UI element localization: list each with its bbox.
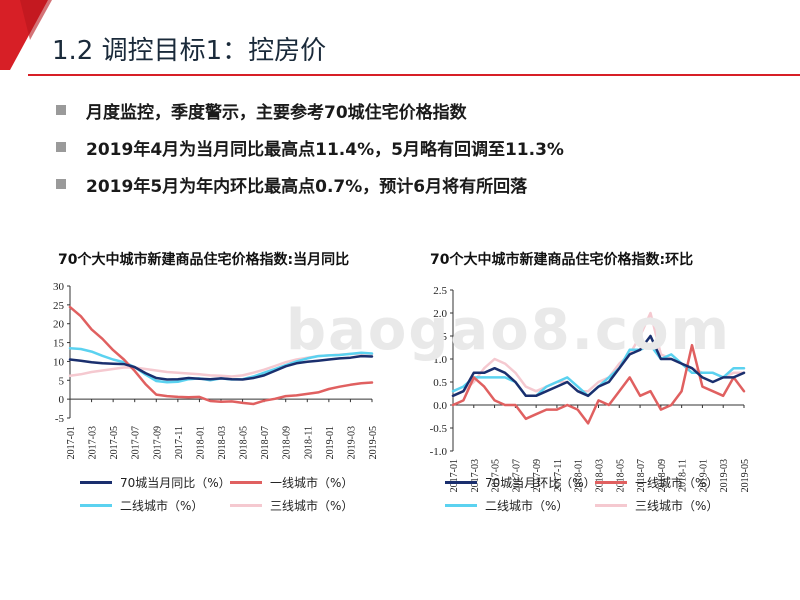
x-tick-label: 2018-09 (282, 426, 293, 459)
legend-swatch (595, 481, 627, 484)
bullet-text: 月度监控，季度警示，主要参考70城住宅价格指数 (86, 102, 467, 123)
x-tick-label: 2018-01 (574, 459, 585, 492)
y-tick-label: 20 (53, 319, 65, 331)
y-tick-label: 2.5 (433, 285, 447, 297)
x-tick-label: 2019-03 (346, 426, 357, 459)
x-tick-label: 2018-07 (260, 426, 271, 459)
x-tick-label: 2017-03 (88, 426, 99, 459)
y-tick-label: 5 (59, 375, 65, 387)
square-bullet-icon (56, 179, 66, 189)
bullet-item: 2019年4月为当月同比最高点11.4%，5月略有回调至11.3% (56, 137, 564, 160)
slide-title: 1.2 调控目标1：控房价 (52, 36, 327, 66)
x-tick-label: 2018-01 (195, 426, 206, 459)
legend-item: 三线城市（%） (230, 497, 353, 514)
legend-label: 二线城市（%） (120, 499, 204, 513)
x-tick-label: 2017-11 (553, 459, 564, 492)
x-tick-label: 2017-01 (449, 459, 460, 492)
corner-decoration (0, 0, 52, 70)
series-line (68, 354, 374, 381)
y-tick-label: 0.0 (433, 400, 447, 412)
y-tick-label: 0 (59, 394, 65, 406)
x-tick-label: 2017-09 (532, 459, 543, 492)
bullet-text: 2019年4月为当月同比最高点11.4%，5月略有回调至11.3% (86, 139, 564, 160)
chart-mom-title: 70个大中城市新建商品住宅价格指数:环比 (430, 252, 694, 268)
y-tick-label: 10 (53, 356, 65, 368)
legend-swatch (445, 504, 477, 507)
legend-swatch (80, 504, 112, 507)
x-tick-label: 2018-05 (615, 459, 626, 492)
y-tick-label: -1.0 (430, 446, 448, 458)
x-tick-label: 2017-01 (66, 426, 77, 459)
x-tick-label: 2018-03 (217, 426, 228, 459)
bullet-item: 2019年5月为年内环比最高点0.7%，预计6月将有所回落 (56, 174, 564, 197)
y-tick-label: 1.0 (433, 354, 447, 366)
x-tick-label: 2017-07 (131, 426, 142, 459)
x-tick-label: 2019-01 (698, 459, 709, 492)
legend-item: 一线城市（%） (230, 474, 353, 491)
y-tick-label: -0.5 (430, 423, 448, 435)
bullet-list: 月度监控，季度警示，主要参考70城住宅价格指数 2019年4月为当月同比最高点1… (56, 100, 564, 211)
y-tick-label: 2.0 (433, 308, 447, 320)
x-tick-label: 2018-05 (239, 426, 250, 459)
x-tick-label: 2017-09 (152, 426, 163, 459)
bullet-text: 2019年5月为年内环比最高点0.7%，预计6月将有所回落 (86, 176, 528, 197)
series-line (68, 305, 374, 406)
x-tick-label: 2018-11 (303, 426, 314, 459)
x-tick-label: 2017-05 (491, 459, 502, 492)
y-tick-label: -5 (55, 413, 65, 425)
legend-label: 70城当月环比（%） (485, 476, 596, 490)
legend-swatch (80, 481, 112, 484)
y-tick-label: 1.5 (433, 331, 447, 343)
legend-label: 二线城市（%） (485, 499, 569, 513)
legend-label: 一线城市（%） (635, 476, 719, 490)
y-tick-label: 30 (53, 281, 65, 293)
x-tick-label: 2019-01 (325, 426, 336, 459)
square-bullet-icon (56, 105, 66, 115)
series-line (451, 343, 746, 425)
x-tick-label: 2019-03 (719, 459, 730, 492)
title-divider (28, 74, 800, 76)
x-tick-label: 2017-07 (511, 459, 522, 492)
legend-item: 二线城市（%） (445, 497, 568, 514)
legend-swatch (595, 504, 627, 507)
legend-item: 一线城市（%） (595, 474, 718, 491)
legend-item: 70城当月同比（%） (80, 474, 231, 491)
x-tick-label: 2017-03 (470, 459, 481, 492)
x-tick-label: 2018-09 (657, 459, 668, 492)
x-tick-label: 2017-05 (109, 426, 120, 459)
legend-swatch (230, 504, 262, 507)
chart-yoy-title: 70个大中城市新建商品住宅价格指数:当月同比 (58, 252, 350, 268)
x-tick-label: 2017-11 (174, 426, 185, 459)
x-tick-label: 2018-03 (595, 459, 606, 492)
legend-label: 三线城市（%） (635, 499, 719, 513)
legend-label: 三线城市（%） (270, 499, 354, 513)
x-tick-label: 2018-11 (678, 459, 689, 492)
legend-label: 70城当月同比（%） (120, 476, 231, 490)
legend-swatch (445, 481, 477, 484)
y-tick-label: 25 (53, 300, 65, 312)
legend-item: 三线城市（%） (595, 497, 718, 514)
y-tick-label: 0.5 (433, 377, 447, 389)
y-tick-label: 15 (53, 338, 65, 350)
bullet-item: 月度监控，季度警示，主要参考70城住宅价格指数 (56, 100, 564, 123)
square-bullet-icon (56, 142, 66, 152)
x-tick-label: 2019-05 (368, 426, 379, 459)
legend-swatch (230, 481, 262, 484)
series-line (451, 334, 746, 398)
legend-label: 一线城市（%） (270, 476, 354, 490)
legend-item: 70城当月环比（%） (445, 474, 596, 491)
x-tick-label: 2018-07 (636, 459, 647, 492)
legend-item: 二线城市（%） (80, 497, 203, 514)
x-tick-label: 2019-05 (740, 459, 751, 492)
